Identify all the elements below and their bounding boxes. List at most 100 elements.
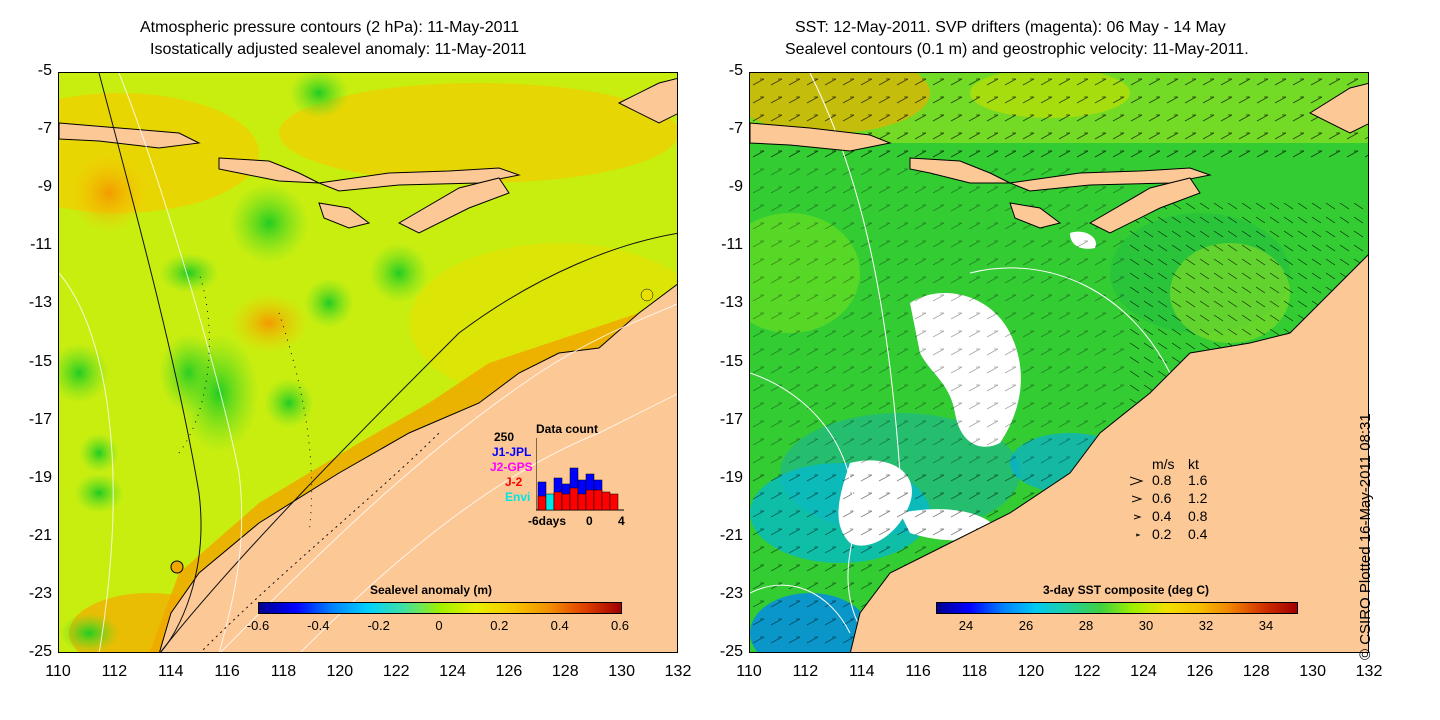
sst-colorbar	[936, 602, 1298, 614]
lat-tick-label: -23	[28, 584, 52, 602]
lat-tick-label: -25	[28, 643, 52, 660]
lat-tick-label: -5	[728, 62, 743, 79]
velocity-kt-value: 1.2	[1188, 490, 1208, 506]
lon-tick-label: 132	[1355, 663, 1383, 680]
data-count-xtick: 4	[618, 514, 625, 528]
right-title-line2: Sealevel contours (0.1 m) and geostrophi…	[785, 41, 1249, 58]
velocity-kt-value: 0.4	[1188, 526, 1208, 542]
sealevel-colorbar	[258, 602, 622, 614]
colorbar-tick-label: 34	[1258, 618, 1274, 633]
lon-tick-label: 126	[1186, 663, 1214, 680]
java-island	[750, 122, 892, 152]
lat-tick-label: -13	[28, 294, 52, 312]
data-count-max: 250	[494, 430, 515, 444]
lon-tick-label: 132	[664, 663, 692, 680]
lat-tick-label: -19	[28, 468, 52, 486]
lon-tick-label: 118	[270, 663, 297, 680]
velocity-arrow-icon	[1132, 495, 1143, 503]
lat-tick-label: -21	[28, 526, 52, 544]
colorbar-tick-label: 28	[1078, 618, 1094, 633]
sst-map	[749, 72, 1369, 653]
lon-tick-label: 114	[848, 663, 875, 680]
sumba-island	[1009, 202, 1062, 229]
colorbar-tick-label: 32	[1198, 618, 1214, 633]
sst-map-canvas	[750, 73, 1368, 652]
colorbar-tick-label: -0.6	[246, 618, 270, 633]
lon-tick-label: 116	[214, 663, 240, 680]
sumba-island	[318, 202, 371, 229]
left-title-line2: Isostatically adjusted sealevel anomaly:…	[150, 41, 527, 58]
lon-tick-label: 128	[551, 663, 579, 680]
lon-tick-label: 130	[1299, 663, 1326, 680]
lat-tick-label: -5	[37, 62, 52, 79]
mission-label: J-2	[505, 475, 523, 489]
colorbar-tick-label: 0.4	[550, 618, 569, 633]
sumbawa-island	[909, 157, 1011, 184]
sealevel-colorbar-title: Sealevel anomaly (m)	[370, 583, 493, 597]
colorbar-tick-label: 0.2	[490, 618, 509, 633]
lat-tick-label: -15	[719, 352, 743, 370]
lat-tick-label: -17	[719, 410, 743, 428]
lon-tick-label: 112	[101, 663, 128, 680]
colorbar-tick-label: 30	[1138, 618, 1154, 633]
lat-tick-label: -23	[719, 584, 743, 602]
colorbar-tick-label: -0.4	[307, 618, 330, 633]
lat-tick-label: -9	[728, 178, 743, 196]
lon-tick-label: 118	[961, 663, 988, 680]
lon-tick-label: 112	[792, 663, 819, 680]
velocity-header-ms: m/s	[1152, 456, 1175, 472]
lon-tick-label: 128	[1242, 663, 1270, 680]
lat-tick-label: -15	[28, 352, 52, 370]
lon-tick-label: 130	[608, 663, 635, 680]
lat-tick-label: -17	[28, 410, 52, 428]
mission-label: J1-JPL	[492, 445, 532, 459]
java-island	[59, 122, 201, 149]
lon-tick-label: 122	[1073, 663, 1101, 680]
lon-tick-label: 126	[495, 663, 523, 680]
lat-tick-label: -19	[719, 468, 743, 486]
timor-island	[1088, 177, 1201, 234]
velocity-ms-value: 0.4	[1152, 508, 1172, 524]
right-title-line1: SST: 12-May-2011. SVP drifters (magenta)…	[795, 19, 1226, 36]
lat-tick-label: -21	[719, 526, 743, 544]
data-count-title: Data count	[536, 422, 599, 436]
data-count-histogram	[536, 438, 624, 511]
australia-landmass	[159, 283, 677, 652]
velocity-ms-value: 0.6	[1152, 490, 1172, 506]
velocity-kt-value: 0.8	[1188, 508, 1208, 524]
lon-tick-label: 116	[905, 663, 931, 680]
flores-island	[317, 167, 521, 192]
velocity-ms-value: 0.8	[1152, 472, 1172, 488]
flores-island	[1008, 167, 1212, 192]
lat-tick-label: -11	[30, 236, 52, 254]
lat-tick-label: -11	[721, 236, 743, 254]
sealevel-anomaly-map	[58, 72, 678, 653]
velocity-kt-value: 1.6	[1188, 472, 1208, 488]
data-count-xlabel: -6days	[528, 514, 567, 528]
lon-tick-label: 110	[45, 663, 71, 680]
australia-landmass	[849, 254, 1368, 652]
timor-island	[397, 177, 510, 234]
colorbar-tick-label: -0.2	[367, 618, 390, 633]
colorbar-tick-label: 0	[435, 618, 443, 633]
lon-tick-label: 124	[1130, 663, 1157, 680]
mission-label: J2-GPS	[490, 460, 533, 474]
station-marker	[170, 560, 184, 574]
left-title-line1: Atmospheric pressure contours (2 hPa): 1…	[140, 19, 520, 36]
velocity-arrow-icon	[1136, 533, 1141, 537]
lat-tick-label: -7	[728, 120, 743, 138]
sst-colorbar-title: 3-day SST composite (deg C)	[1043, 583, 1210, 597]
colorbar-tick-label: 0.6	[610, 618, 630, 633]
velocity-header-kt: kt	[1188, 456, 1199, 472]
credit-text: © CSIRO Plotted 16-May-2011 08:31	[1357, 413, 1374, 660]
mission-label: Envi	[505, 490, 531, 504]
colorbar-tick-label: 24	[958, 618, 974, 633]
lon-tick-label: 122	[382, 663, 410, 680]
velocity-arrow-icon	[1134, 514, 1142, 520]
lat-tick-label: -9	[37, 178, 52, 196]
lat-tick-label: -25	[719, 643, 743, 660]
sumbawa-island	[218, 157, 320, 184]
velocity-ms-value: 0.2	[1152, 526, 1172, 542]
lon-tick-label: 114	[157, 663, 184, 680]
lon-tick-label: 120	[1017, 663, 1045, 680]
